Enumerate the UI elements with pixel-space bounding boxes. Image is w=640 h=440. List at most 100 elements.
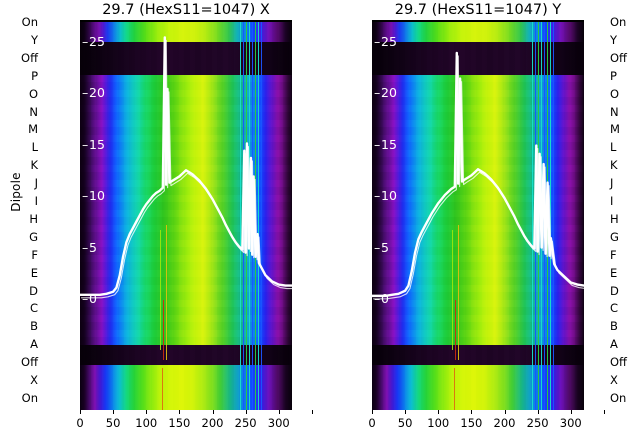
category-label-right: M xyxy=(610,122,620,137)
inner-y-tick-label: –10 xyxy=(82,188,105,204)
category-label-right: A xyxy=(610,337,618,352)
category-label-right: Off xyxy=(610,50,627,65)
spectral-line xyxy=(550,22,551,410)
category-label-right: Y xyxy=(610,32,618,47)
category-label-left: G xyxy=(29,229,38,244)
x-tick-label: 100 xyxy=(427,416,450,430)
panel-x-axis: 0 50 100 150 200 250 300 xyxy=(76,410,313,440)
x-tick-mark xyxy=(278,410,280,414)
category-label-left: Y xyxy=(30,32,38,47)
trace-line-secondary xyxy=(80,39,292,299)
category-axis-right: On Y Off P O N M L K J I H G F E D C B A Off X On xyxy=(606,15,640,410)
x-tick-mark xyxy=(537,410,539,414)
x-tick-label: 150 xyxy=(460,416,483,430)
heat-column-texture xyxy=(80,20,292,410)
heat-row-texture xyxy=(80,75,292,345)
category-label-right: On xyxy=(610,15,627,29)
panel-x-heat-layers xyxy=(80,20,292,410)
spectral-streak xyxy=(163,300,164,360)
x-tick-mark xyxy=(438,410,440,414)
inner-y-tick-label: –0 xyxy=(374,291,389,306)
spectral-line xyxy=(258,22,259,410)
inner-y-tick-label: –10 xyxy=(374,188,397,204)
heat-band xyxy=(80,22,292,42)
category-label-left: On xyxy=(21,391,38,405)
x-tick-mark xyxy=(504,410,506,414)
x-tick-mark xyxy=(179,410,181,414)
trace-line xyxy=(80,36,292,297)
x-tick-label: 50 xyxy=(397,416,413,430)
x-tick-mark xyxy=(245,410,247,414)
category-label-left: O xyxy=(28,86,38,101)
heat-band xyxy=(80,75,292,345)
spectral-streak xyxy=(458,225,459,360)
category-label-left: Off xyxy=(21,50,38,65)
category-axis-left: On Y Off P O N M L K J I H G F E D C B A Off X On xyxy=(8,15,42,410)
category-label-right: X xyxy=(610,373,618,388)
category-label-right: D xyxy=(610,283,619,298)
x-tick-mark xyxy=(311,410,313,414)
x-tick-label: 200 xyxy=(201,416,224,430)
x-tick-mark xyxy=(570,410,572,414)
category-label-right: O xyxy=(610,86,620,101)
category-label-right: P xyxy=(610,68,617,83)
category-label-right: On xyxy=(610,391,627,405)
category-label-right: G xyxy=(610,229,619,244)
spectral-streak xyxy=(162,368,163,410)
x-tick-label: 0 xyxy=(76,416,84,430)
category-label-right: L xyxy=(610,140,617,155)
x-tick-label: 0 xyxy=(368,416,376,430)
inner-y-tick-label: –25 xyxy=(82,33,105,49)
heat-band xyxy=(80,60,292,75)
category-label-left: On xyxy=(21,15,38,29)
category-label-right: J xyxy=(610,176,614,191)
heat-band xyxy=(372,345,584,365)
inner-y-tick-label: –5 xyxy=(374,239,389,255)
inner-y-tick-label: –25 xyxy=(374,33,397,49)
category-label-left: F xyxy=(31,247,38,262)
category-label-right: F xyxy=(610,247,617,262)
spectral-line xyxy=(553,22,554,410)
spectral-line xyxy=(261,22,262,410)
category-label-left: N xyxy=(29,104,38,119)
category-label-left: J xyxy=(34,176,38,191)
category-label-left: E xyxy=(30,265,38,280)
x-tick-mark xyxy=(80,410,81,414)
category-label-right: Off xyxy=(610,355,627,370)
category-label-right: H xyxy=(610,211,619,226)
category-label-right: B xyxy=(610,319,618,334)
x-tick-mark xyxy=(471,410,473,414)
category-label-left: H xyxy=(29,211,38,226)
heat-band xyxy=(80,345,292,365)
category-label-left: M xyxy=(28,122,38,137)
heat-band xyxy=(80,365,292,410)
spectral-streak xyxy=(452,230,453,350)
spectral-streak xyxy=(454,368,455,410)
category-label-right: N xyxy=(610,104,619,119)
panel-x-trace xyxy=(80,36,292,299)
heat-band xyxy=(372,42,584,60)
category-label-left: L xyxy=(31,140,38,155)
inner-y-tick-label: –20 xyxy=(374,85,397,101)
x-tick-mark xyxy=(603,410,605,414)
category-label-right: E xyxy=(610,265,618,280)
category-label-left: D xyxy=(29,283,38,298)
heat-band xyxy=(372,365,584,410)
spectral-streak xyxy=(166,225,167,360)
spectral-line xyxy=(532,22,533,410)
x-tick-label: 100 xyxy=(135,416,158,430)
x-tick-label: 250 xyxy=(234,416,257,430)
panel-x-heatmap[interactable]: –0 –5 –10 –15 –20 –25 xyxy=(80,20,292,410)
x-tick-label: 300 xyxy=(267,416,290,430)
x-tick-mark xyxy=(372,410,373,414)
panel-x-title: 29.7 (HexS11=1047) X xyxy=(102,2,270,18)
category-label-right: C xyxy=(610,301,619,316)
inner-y-tick-label: –15 xyxy=(82,136,105,152)
x-tick-label: 300 xyxy=(559,416,582,430)
x-tick-mark xyxy=(405,410,407,414)
panel-y-heatmap[interactable]: –0 –5 –10 –15 –20 –25 xyxy=(372,20,584,410)
spectral-streak xyxy=(160,230,161,350)
spectral-streak xyxy=(455,300,456,360)
category-label-left: A xyxy=(30,337,38,352)
x-tick-mark xyxy=(113,410,115,414)
